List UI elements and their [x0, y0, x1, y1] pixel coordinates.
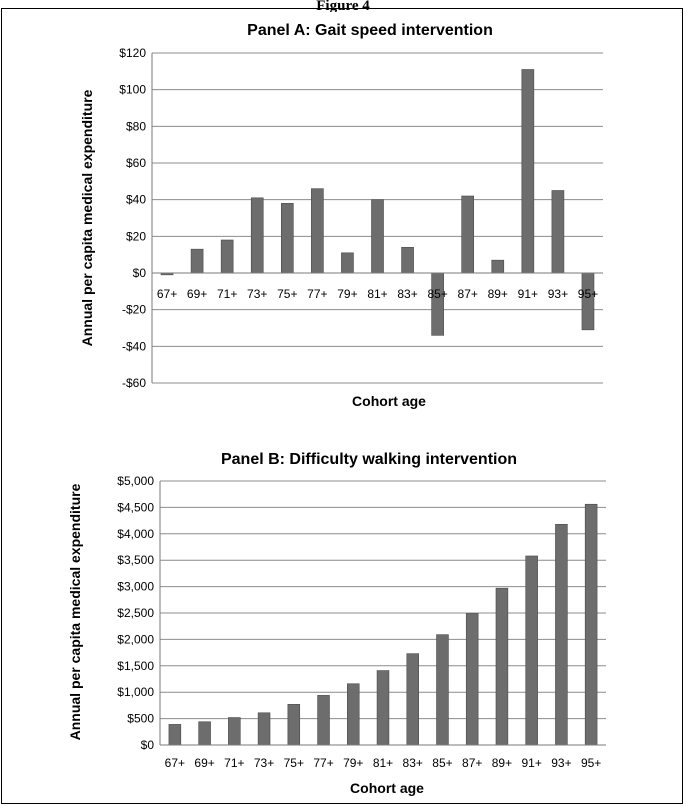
panel-b-bar: [436, 634, 449, 746]
panel-b-bar: [525, 555, 538, 746]
panel-b-x-tick-label: 83+: [403, 756, 423, 770]
panel-b-x-tick-label: 85+: [432, 756, 452, 770]
figure-frame: [1, 8, 683, 804]
panel-b-bar: [317, 695, 330, 746]
panel-a-x-tick-label: 69+: [187, 287, 207, 301]
panel-a-x-tick-label: 93+: [548, 287, 568, 301]
panel-b-y-tick-label: $1,500: [117, 659, 154, 673]
panel-b-axes: [159, 481, 606, 746]
panel-a-bar: [341, 252, 354, 274]
panel-a-y-tick-label: $60: [126, 156, 146, 170]
panel-b-x-axis-title: Cohort age: [350, 780, 424, 796]
panel-b-bar: [287, 704, 301, 746]
panel-b-x-tick-label: 93+: [551, 756, 571, 770]
panel-b-bar: [198, 721, 211, 746]
panel-b-y-tick-label: $2,500: [117, 606, 154, 620]
panel-a-bar: [521, 69, 535, 274]
panel-b-y-tick-label: $3,000: [117, 580, 154, 594]
panel-a-x-tick-label: 75+: [277, 287, 297, 301]
panel-a-x-tick-label: 81+: [367, 287, 387, 301]
panel-a-y-tick-label: -$20: [122, 303, 146, 317]
panel-a-bar: [581, 272, 595, 331]
panel-a-bar: [551, 190, 565, 274]
panel-a-x-tick-labels: 67+ 69+ 71+ 73+ 75+ 77+ 79+ 81+ 83+ 85+ 87+ 89+ 91+ 9…: [157, 287, 598, 301]
panel-a-x-tick-label: 73+: [247, 287, 267, 301]
panel-b-bar: [228, 717, 241, 746]
panel-b-y-tick-label: $4,500: [117, 500, 154, 514]
panel-b-bar: [406, 653, 419, 746]
panel-b-x-tick-label: 89+: [492, 756, 512, 770]
panel-b-y-tick-label: $3,500: [117, 553, 154, 567]
panel-a-y-tick-label: $0: [133, 266, 147, 280]
panel-b-x-tick-label: 69+: [194, 756, 214, 770]
panel-b-y-tick-label: $0: [141, 738, 155, 752]
panel-b-y-tick-label: $4,000: [117, 527, 154, 541]
panel-b-bar: [495, 587, 509, 746]
panel-a-x-tick-label: 83+: [397, 287, 417, 301]
panel-a-x-tick-label: 71+: [217, 287, 237, 301]
panel-a-y-tick-label: $100: [119, 83, 146, 97]
panel-a-bar: [190, 248, 204, 274]
panel-a-bar: [220, 239, 234, 274]
panel-a-x-tick-label: 91+: [518, 287, 538, 301]
panel-a-x-tick-label: 79+: [337, 287, 357, 301]
panel-a-y-tick-label: $120: [119, 46, 146, 60]
panel-b-y-tick-labels: $0 $500 $1,000 $1,500 $2,000 $2,500 $3,000 $3,5…: [117, 474, 154, 752]
panel-a-bar: [461, 195, 475, 274]
panel-b-x-tick-label: 67+: [165, 756, 185, 770]
panel-a-bar: [280, 203, 294, 274]
panel-a-x-axis-title: Cohort age: [352, 393, 426, 409]
panel-b-x-tick-label: 71+: [224, 756, 244, 770]
panel-a-chart: Panel A: Gait speed intervention -$60 -$4…: [79, 22, 603, 409]
panel-a-y-axis-title: Annual per capita medical expenditure: [79, 89, 95, 346]
panel-b-title: Panel B: Difficulty walking intervention: [221, 451, 517, 468]
panel-a-bar: [491, 259, 505, 274]
panel-a-y-tick-label: -$40: [122, 339, 146, 353]
panel-a-y-tick-labels: -$60 -$40 -$20 $0 $20 $40 $60 $80 $100 $120: [119, 46, 146, 390]
panel-b-x-tick-label: 91+: [521, 756, 541, 770]
panel-a-x-tick-label: 67+: [157, 287, 177, 301]
panel-b-x-tick-label: 73+: [254, 756, 274, 770]
figure-header: Figure 4: [316, 0, 370, 12]
panel-a-bar: [371, 199, 384, 274]
panel-b-x-tick-label: 77+: [313, 756, 333, 770]
panel-b-x-tick-labels: 67+ 69+ 71+ 73+ 75+ 77+ 79+ 81+ 83+ 85+ 87+ 89+ 91+ 9…: [165, 756, 602, 770]
panel-b-bar: [584, 503, 598, 746]
panel-a-bar: [401, 247, 414, 274]
panel-b-bar: [376, 670, 390, 746]
panel-b-x-tick-label: 87+: [462, 756, 482, 770]
panel-a-x-tick-label: 77+: [307, 287, 327, 301]
panel-a-x-tick-label: 89+: [488, 287, 508, 301]
panel-b-bar: [168, 724, 182, 746]
panel-b-bars: [168, 503, 598, 746]
panel-b-x-tick-label: 75+: [284, 756, 304, 770]
panel-b-y-tick-label: $1,000: [117, 685, 154, 699]
panel-b-bar: [347, 683, 360, 746]
panel-a-bar: [431, 272, 444, 336]
panel-b-y-tick-label: $2,000: [117, 632, 154, 646]
panel-b-chart: Panel B: Difficulty walking intervention…: [67, 451, 606, 796]
panel-b-y-tick-label: $5,000: [117, 474, 154, 488]
panel-b-y-axis-title: Annual per capita medical expenditure: [67, 483, 83, 740]
panel-b-bar: [465, 613, 479, 746]
panel-b-bar: [257, 712, 271, 746]
panel-a-y-tick-label: $80: [126, 119, 146, 133]
panel-a-x-tick-label: 87+: [458, 287, 478, 301]
panel-a-y-tick-label: $20: [126, 229, 146, 243]
panel-b-x-tick-label: 81+: [373, 756, 393, 770]
panel-a-bars: [160, 69, 595, 336]
panel-a-title: Panel A: Gait speed intervention: [247, 22, 493, 39]
panel-a-axes: [151, 53, 603, 383]
panel-a-y-tick-label: $40: [126, 193, 146, 207]
panel-a-y-tick-label: -$60: [122, 376, 146, 390]
panel-b-x-tick-label: 79+: [343, 756, 363, 770]
panel-a-bar: [250, 197, 264, 274]
panel-a-x-tick-label: 85+: [427, 287, 447, 301]
panel-a-bar: [311, 188, 324, 274]
panel-b-y-tick-label: $500: [127, 712, 154, 726]
panel-b-bar: [555, 523, 568, 746]
panel-b-x-tick-label: 95+: [581, 756, 601, 770]
panel-a-x-tick-label: 95+: [578, 287, 598, 301]
